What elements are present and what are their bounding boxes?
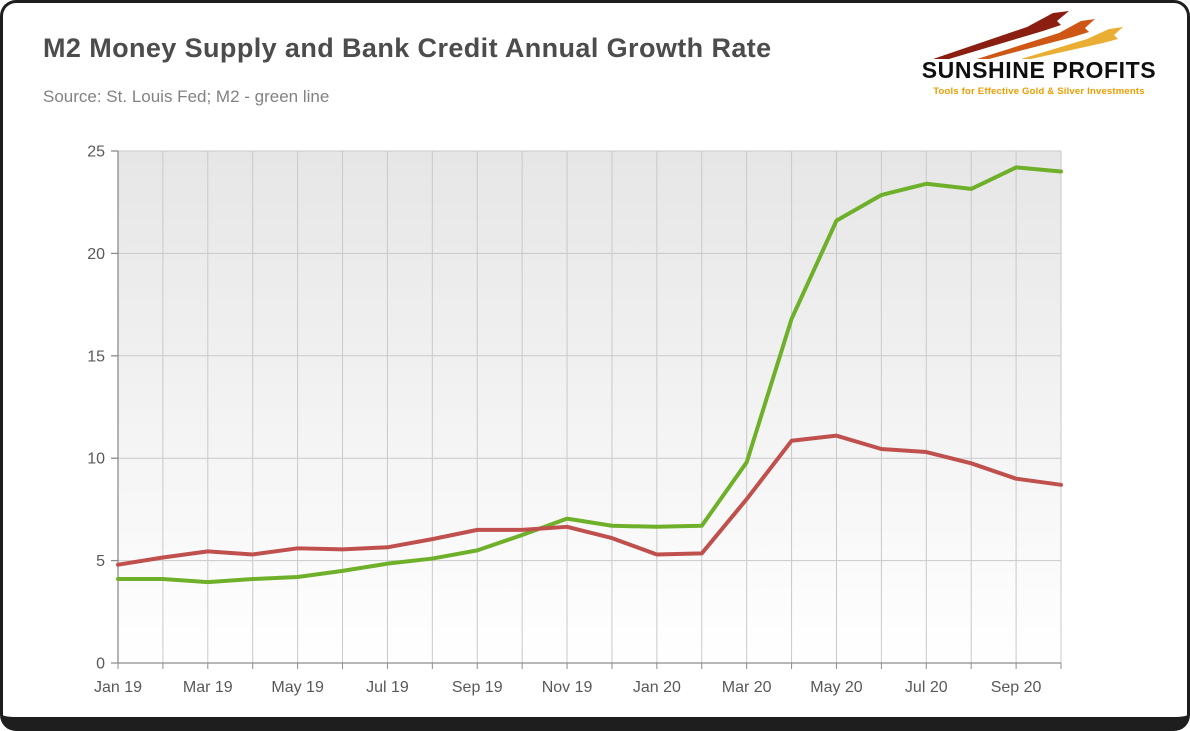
y-tick-label: 0 <box>96 656 105 673</box>
x-tick-label: Jul 20 <box>905 679 948 696</box>
chart-title: M2 Money Supply and Bank Credit Annual G… <box>43 33 772 63</box>
plot-area <box>118 151 1061 663</box>
chart-source-note: Source: St. Louis Fed; M2 - green line <box>43 87 330 106</box>
y-tick-label: 20 <box>87 246 105 263</box>
logo-name: SUNSHINE PROFITS <box>921 57 1157 83</box>
x-tick-label: Mar 19 <box>183 679 233 696</box>
growth-rate-line-chart: 0 5 10 15 20 25 Jan 19 Mar 19 May 19 Jul 19 Sep 19… <box>87 144 1063 696</box>
y-tick-label: 15 <box>87 348 105 365</box>
sunshine-profits-logo: SUNSHINE PROFITS Tools for Effective Gol… <box>909 11 1169 97</box>
x-tick-label: Jan 19 <box>94 679 142 696</box>
x-tick-label: Jul 19 <box>366 679 409 696</box>
y-tick-label: 10 <box>87 451 105 468</box>
x-tick-label: Nov 19 <box>542 679 593 696</box>
x-tick-label: Sep 19 <box>452 679 503 696</box>
x-tick-label: Mar 20 <box>722 679 772 696</box>
m2-money-supply-line <box>116 165 1063 585</box>
x-tick-label: Sep 20 <box>991 679 1042 696</box>
logo-tagline: Tools for Effective Gold & Silver Invest… <box>933 86 1145 97</box>
x-tick-label: May 19 <box>271 679 324 696</box>
y-tick-label: 5 <box>96 553 105 570</box>
y-tick-label: 25 <box>87 144 105 161</box>
x-tick-label: May 20 <box>810 679 863 696</box>
logo-lightning-bolts-icon <box>933 11 1123 59</box>
bank-credit-line <box>116 433 1063 567</box>
x-tick-label: Jan 20 <box>633 679 681 696</box>
